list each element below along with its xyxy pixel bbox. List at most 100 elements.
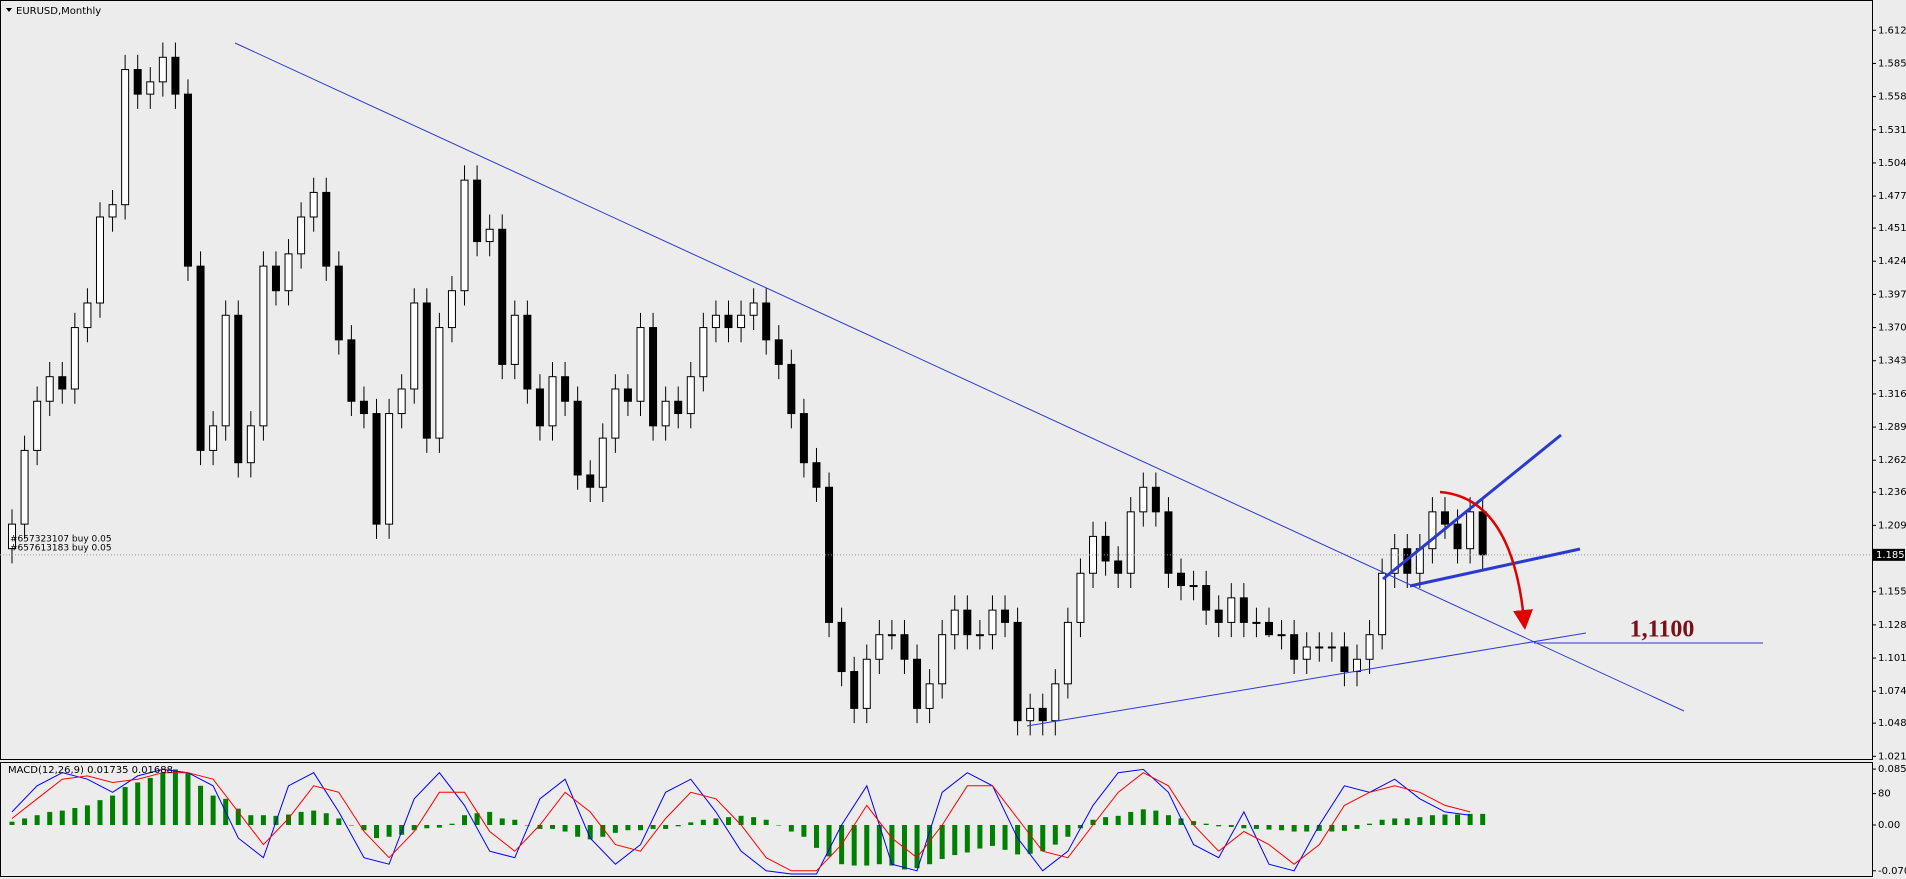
candle-body <box>209 425 218 451</box>
macd-bar <box>1341 824 1347 831</box>
macd-bar <box>763 819 769 825</box>
candle-body <box>1352 658 1361 673</box>
candle-body <box>1101 535 1110 562</box>
macd-bar <box>927 824 933 865</box>
macd-bar <box>122 787 128 825</box>
candle-body <box>598 437 607 488</box>
candle-body <box>661 400 670 427</box>
candle-body <box>749 302 758 316</box>
macd-bar <box>499 818 505 825</box>
macd-bar <box>1027 824 1033 854</box>
y-tick-label: 1.262 <box>1878 455 1906 466</box>
candle-body <box>548 376 557 427</box>
macd-bar <box>700 819 706 825</box>
macd-bar <box>160 772 166 825</box>
forecast-arrow <box>1439 490 1533 630</box>
macd-bar <box>34 815 40 825</box>
candle-body <box>158 56 167 83</box>
candle-body <box>20 449 29 525</box>
y-tick-label: 1.451 <box>1878 223 1906 234</box>
plot-layer: 1.021 1.048 1.074 1.101 1.128 1.155 1.209 1.236… <box>0 25 1906 877</box>
candle-body <box>460 179 469 292</box>
macd-bar <box>813 824 819 848</box>
candle-body <box>1277 634 1286 637</box>
macd-bar <box>524 824 530 826</box>
candle-body <box>58 376 67 390</box>
candle-body <box>309 191 318 218</box>
macd-bar <box>1140 809 1146 825</box>
macd-bar <box>1455 814 1461 825</box>
macd-bar <box>1379 819 1385 825</box>
channel-lower <box>1409 547 1581 588</box>
indicator-title: MACD(12,26,9) 0.01735 0.01688 <box>8 765 173 776</box>
macd-bar <box>1065 824 1071 837</box>
candle-body <box>586 474 595 488</box>
macd-bar <box>1052 824 1058 845</box>
candle-body <box>334 265 343 341</box>
macd-bar <box>72 807 78 825</box>
candle-body <box>686 376 695 415</box>
macd-bar <box>675 824 681 827</box>
candle-body <box>1001 609 1010 623</box>
candle-body <box>70 327 79 390</box>
oscillator-line <box>11 772 1471 872</box>
candle-body <box>837 621 846 673</box>
macd-bar <box>801 824 807 837</box>
candle-body <box>535 388 544 427</box>
candle-body <box>359 400 368 415</box>
macd-bar <box>198 785 204 825</box>
macd-bar <box>1178 818 1184 825</box>
macd-bar <box>1191 821 1197 825</box>
macd-bar <box>147 777 153 825</box>
macd-bar <box>776 824 782 826</box>
y-tick-label: 1.289 <box>1878 422 1906 433</box>
support-line <box>1026 632 1587 727</box>
candle-body <box>1126 511 1135 574</box>
candle-body <box>938 634 947 685</box>
y-tick-label: 0.00 <box>1878 820 1900 831</box>
macd-bar <box>1077 824 1083 829</box>
macd-bar <box>1442 814 1448 825</box>
candle-body <box>762 302 771 341</box>
macd-bar <box>311 810 317 825</box>
y-tick-label: 0.0855 <box>1878 764 1906 775</box>
candle-body <box>146 81 155 95</box>
macd-bar <box>864 824 870 866</box>
candle-body <box>1466 511 1475 550</box>
y-tick-label: 1.074 <box>1878 686 1906 697</box>
candle-body <box>1478 511 1487 556</box>
candle-body <box>950 609 959 636</box>
y-tick-label: 80 <box>1878 789 1891 800</box>
menu-triangle <box>6 8 12 12</box>
macd-bar <box>248 815 254 825</box>
y-tick-label: 1.531 <box>1878 125 1906 136</box>
macd-bar <box>1216 824 1222 827</box>
candle-body <box>1239 597 1248 623</box>
candle-body <box>774 339 783 365</box>
candle-body <box>221 314 230 427</box>
macd-bar <box>1015 824 1021 855</box>
candle-body <box>1139 486 1148 513</box>
candle-body <box>121 69 130 206</box>
macd-bar <box>1253 824 1259 829</box>
macd-bar <box>751 817 757 825</box>
y-tick-label: 1.343 <box>1878 356 1906 367</box>
candle-body <box>498 228 507 365</box>
candle-body <box>1378 572 1387 636</box>
candle-body <box>523 314 532 390</box>
macd-bar <box>738 815 744 825</box>
candle-body <box>322 191 331 267</box>
order-label: #657323107 buy 0.05 <box>10 535 112 545</box>
candle-body <box>611 388 620 439</box>
candle-body <box>246 425 255 464</box>
macd-bar <box>1417 817 1423 825</box>
macd-bar <box>411 824 417 831</box>
macd-bar <box>1266 824 1272 830</box>
order-label: #657613183 buy 0.05 <box>10 544 112 554</box>
macd-bar <box>1304 824 1310 832</box>
candle-body <box>234 314 243 464</box>
macd-bar <box>713 818 719 825</box>
macd-bar <box>235 808 241 825</box>
macd-bar <box>600 824 606 837</box>
